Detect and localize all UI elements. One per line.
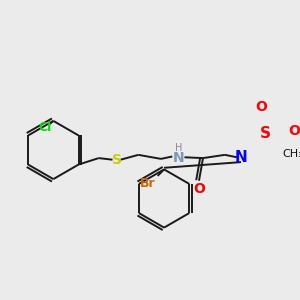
Text: N: N (235, 150, 248, 165)
Text: O: O (255, 100, 267, 114)
Text: CH₃: CH₃ (282, 149, 300, 159)
Text: O: O (193, 182, 205, 196)
Text: H: H (175, 143, 182, 153)
Text: S: S (260, 125, 271, 140)
Text: O: O (288, 124, 300, 138)
Text: S: S (112, 153, 122, 167)
Text: Cl: Cl (39, 121, 52, 134)
Text: Br: Br (140, 177, 156, 190)
Text: N: N (173, 151, 184, 165)
